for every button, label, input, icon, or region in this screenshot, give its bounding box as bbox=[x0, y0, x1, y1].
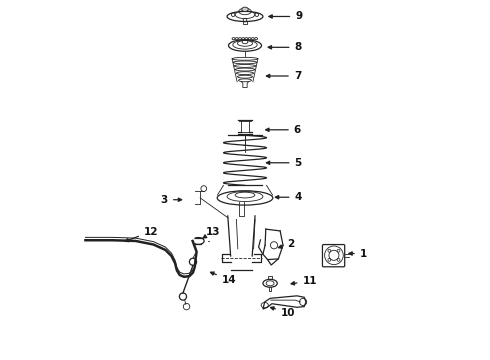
Text: 12: 12 bbox=[125, 227, 158, 242]
Text: 8: 8 bbox=[268, 42, 302, 52]
Text: 14: 14 bbox=[211, 272, 236, 285]
Text: 4: 4 bbox=[275, 192, 302, 202]
Text: 3: 3 bbox=[161, 195, 182, 205]
Text: 6: 6 bbox=[266, 125, 301, 135]
Ellipse shape bbox=[242, 7, 248, 12]
Text: 2: 2 bbox=[278, 239, 294, 249]
Text: 11: 11 bbox=[291, 276, 317, 286]
Text: 1: 1 bbox=[349, 248, 367, 258]
Text: 13: 13 bbox=[203, 227, 220, 238]
Text: 5: 5 bbox=[267, 158, 302, 168]
Text: 10: 10 bbox=[270, 307, 295, 318]
Text: 9: 9 bbox=[269, 12, 302, 22]
Text: 7: 7 bbox=[267, 71, 301, 81]
